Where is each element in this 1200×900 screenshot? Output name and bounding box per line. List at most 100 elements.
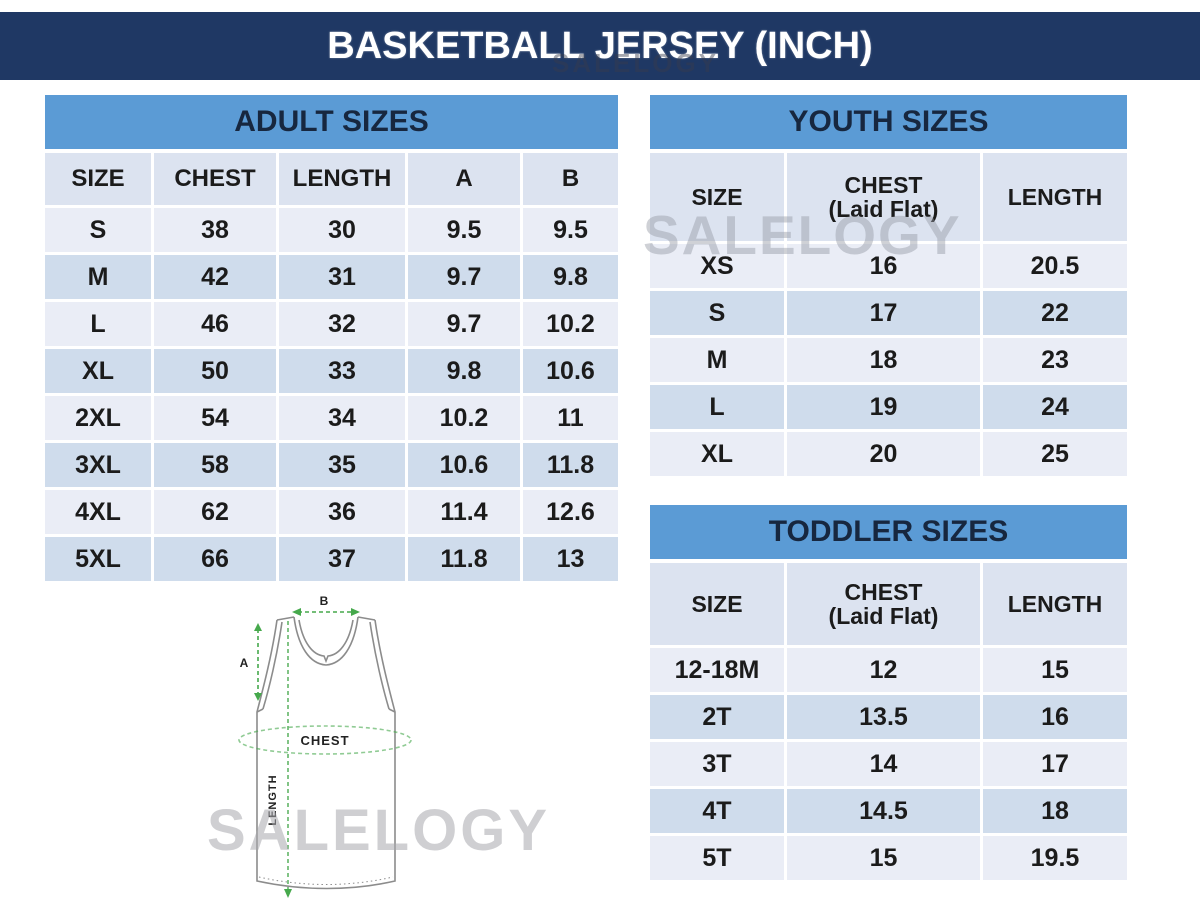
column-header: CHEST (Laid Flat) [787, 563, 980, 645]
table-cell: 38 [154, 208, 276, 252]
jersey-outline [256, 616, 396, 890]
table-cell: 34 [279, 396, 405, 440]
table-cell: 4T [650, 789, 784, 833]
table-row: 4T 14.5 18 [650, 789, 1127, 833]
table-cell: 12.6 [523, 490, 618, 534]
table-cell: 10.6 [408, 443, 520, 487]
table-cell: 3T [650, 742, 784, 786]
table-cell: 15 [787, 836, 980, 880]
table-cell: 9.5 [408, 208, 520, 252]
adult-table-grid: SIZE CHEST LENGTH A B S 38 30 9.5 9.5 M 42 31 9.7 9.8 L… [45, 153, 618, 581]
toddler-table-banner: TODDLER SIZES [650, 505, 1127, 559]
table-cell: 14.5 [787, 789, 980, 833]
column-header: LENGTH [279, 153, 405, 205]
table-cell: 17 [787, 291, 980, 335]
table-cell: 9.7 [408, 255, 520, 299]
table-row: 4XL 62 36 11.4 12.6 [45, 490, 618, 534]
table-cell: 13 [523, 537, 618, 581]
table-cell: 5T [650, 836, 784, 880]
table-row: M 42 31 9.7 9.8 [45, 255, 618, 299]
column-header: LENGTH [983, 153, 1127, 241]
table-cell: 10.2 [408, 396, 520, 440]
table-cell: 11.8 [408, 537, 520, 581]
table-cell: 13.5 [787, 695, 980, 739]
table-cell: S [45, 208, 151, 252]
table-row: S 38 30 9.5 9.5 [45, 208, 618, 252]
adult-sizes-table: ADULT SIZES SIZE CHEST LENGTH A B S 38 30 9.5 9.5… [45, 95, 618, 584]
table-row: 2T 13.5 16 [650, 695, 1127, 739]
page-title: BASKETBALL JERSEY (INCH) [327, 24, 873, 67]
table-cell: 11.8 [523, 443, 618, 487]
table-cell: 54 [154, 396, 276, 440]
youth-table-grid: SIZE CHEST (Laid Flat) LENGTH XS 16 20.5 S 17 22 M… [650, 153, 1127, 476]
table-cell: L [650, 385, 784, 429]
table-cell: 42 [154, 255, 276, 299]
table-cell: 35 [279, 443, 405, 487]
table-cell: S [650, 291, 784, 335]
table-cell: 32 [279, 302, 405, 346]
table-cell: 37 [279, 537, 405, 581]
table-cell: 16 [983, 695, 1127, 739]
table-cell: 11.4 [408, 490, 520, 534]
table-cell: 16 [787, 244, 980, 288]
label-a: A [240, 656, 249, 670]
table-cell: 22 [983, 291, 1127, 335]
header-row: SIZE CHEST (Laid Flat) LENGTH [650, 153, 1127, 241]
table-row: 12-18M 12 15 [650, 648, 1127, 692]
table-row: 2XL 54 34 10.2 11 [45, 396, 618, 440]
table-cell: 14 [787, 742, 980, 786]
table-row: 5T 15 19.5 [650, 836, 1127, 880]
table-cell: XL [650, 432, 784, 476]
table-cell: 19.5 [983, 836, 1127, 880]
table-cell: 4XL [45, 490, 151, 534]
table-cell: XS [650, 244, 784, 288]
youth-sizes-table: YOUTH SIZES SIZE CHEST (Laid Flat) LENGTH XS… [650, 95, 1127, 479]
column-header: A [408, 153, 520, 205]
table-cell: 2T [650, 695, 784, 739]
table-cell: 11 [523, 396, 618, 440]
table-cell: 12 [787, 648, 980, 692]
toddler-table-grid: SIZE CHEST (Laid Flat) LENGTH 12-18M 12 15 2T 13… [650, 563, 1127, 880]
table-cell: 36 [279, 490, 405, 534]
column-header: SIZE [45, 153, 151, 205]
table-row: XL 20 25 [650, 432, 1127, 476]
table-cell: 10.2 [523, 302, 618, 346]
table-row: XS 16 20.5 [650, 244, 1127, 288]
table-row: XL 50 33 9.8 10.6 [45, 349, 618, 393]
column-header: SIZE [650, 153, 784, 241]
toddler-sizes-table: TODDLER SIZES SIZE CHEST (Laid Flat) LENGTH… [650, 505, 1127, 883]
label-length: LENGTH [267, 774, 279, 825]
label-b: B [320, 594, 329, 608]
adult-table-banner: ADULT SIZES [45, 95, 618, 149]
column-header: CHEST (Laid Flat) [787, 153, 980, 241]
title-bar: BASKETBALL JERSEY (INCH) [0, 12, 1200, 80]
column-header: B [523, 153, 618, 205]
table-cell: 20.5 [983, 244, 1127, 288]
table-cell: 23 [983, 338, 1127, 382]
table-cell: 62 [154, 490, 276, 534]
table-row: L 46 32 9.7 10.2 [45, 302, 618, 346]
table-cell: 5XL [45, 537, 151, 581]
table-cell: 10.6 [523, 349, 618, 393]
table-row: 3XL 58 35 10.6 11.8 [45, 443, 618, 487]
table-cell: L [45, 302, 151, 346]
table-cell: 33 [279, 349, 405, 393]
table-cell: 20 [787, 432, 980, 476]
table-row: S 17 22 [650, 291, 1127, 335]
jersey-diagram: B A CHEST LENGTH [238, 594, 412, 898]
table-cell: 9.8 [523, 255, 618, 299]
table-cell: XL [45, 349, 151, 393]
table-row: L 19 24 [650, 385, 1127, 429]
header-row: SIZE CHEST LENGTH A B [45, 153, 618, 205]
table-row: 5XL 66 37 11.8 13 [45, 537, 618, 581]
table-row: 3T 14 17 [650, 742, 1127, 786]
table-cell: 24 [983, 385, 1127, 429]
table-cell: M [650, 338, 784, 382]
table-cell: 17 [983, 742, 1127, 786]
arrowheads [254, 608, 360, 898]
header-row: SIZE CHEST (Laid Flat) LENGTH [650, 563, 1127, 645]
table-cell: 31 [279, 255, 405, 299]
table-cell: 12-18M [650, 648, 784, 692]
youth-table-banner: YOUTH SIZES [650, 95, 1127, 149]
